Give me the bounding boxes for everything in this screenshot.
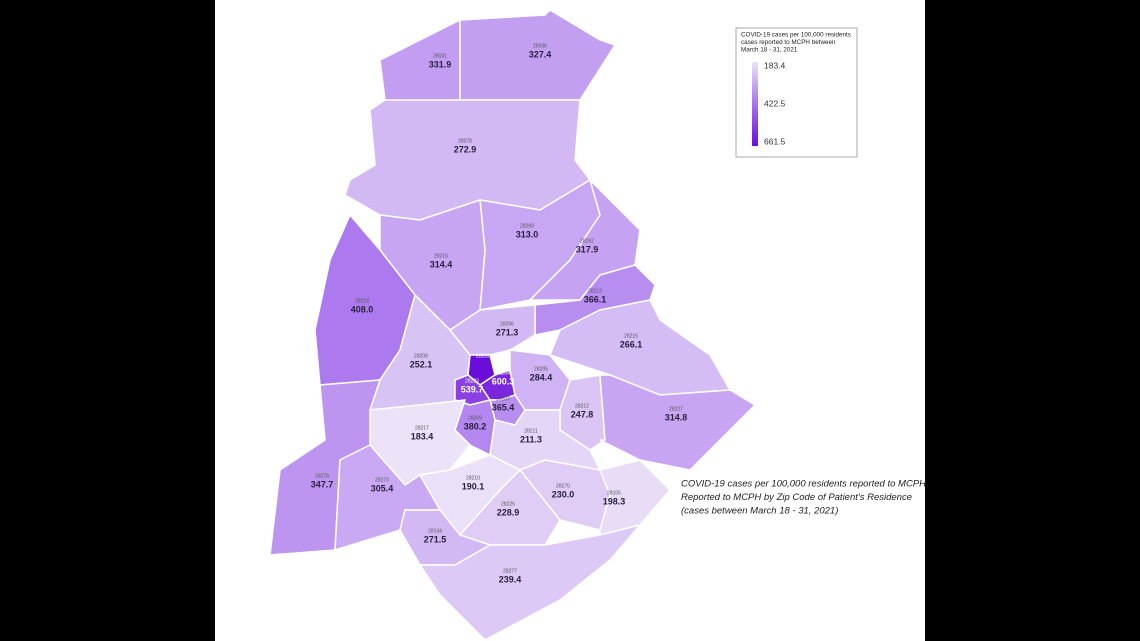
legend-title: March 18 - 31, 2021	[741, 47, 798, 54]
zip-value: 600.3	[492, 376, 515, 386]
zip-value: 266.1	[620, 339, 643, 349]
zip-value: 247.8	[571, 409, 594, 419]
regions	[269, 9, 757, 641]
zip-code: 28273	[375, 477, 389, 483]
zip-code: 28210	[466, 475, 480, 481]
zip-value: 228.9	[497, 507, 520, 517]
zip-value: 284.4	[530, 372, 553, 382]
zip-code: 28204	[496, 370, 510, 376]
caption-line: Reported to MCPH by Zip Code of Patient'…	[681, 492, 912, 503]
zip-code: 28216	[434, 253, 448, 259]
zip-code: 28203	[465, 378, 479, 384]
zip-value: 408.0	[351, 304, 374, 314]
zip-region	[418, 523, 643, 641]
caption-line: COVID-19 cases per 100,000 residents rep…	[681, 479, 926, 490]
zip-code: 28134	[428, 528, 442, 534]
zip-code: 28278	[315, 473, 329, 479]
zip-code: 28031	[433, 53, 447, 59]
zip-value: 365.4	[492, 402, 515, 412]
legend-tick-label: 183.4	[764, 60, 786, 70]
zip-code: 28202	[476, 353, 490, 359]
zip-code: 28227	[669, 406, 683, 412]
zip-value: 331.9	[429, 59, 452, 69]
zip-region	[534, 264, 656, 336]
legend-tick-label: 661.5	[764, 136, 786, 146]
zip-value: 271.5	[424, 534, 447, 544]
zip-value: 230.0	[552, 489, 575, 499]
zip-code: 28215	[624, 333, 638, 339]
zip-region	[599, 374, 757, 471]
legend-title: cases reported to MCPH between	[741, 39, 836, 46]
zip-code: 28213	[588, 288, 602, 294]
zip-value: 252.1	[410, 359, 433, 369]
zip-value: 271.3	[496, 327, 519, 337]
legend-gradient	[752, 62, 758, 146]
zip-value: 190.1	[462, 481, 485, 491]
zip-code: 28209	[468, 415, 482, 421]
zip-region	[549, 299, 732, 396]
zip-code: 28217	[415, 425, 429, 431]
zip-code: 28211	[524, 428, 538, 434]
zip-code: 28270	[556, 483, 570, 489]
zip-code: 28212	[575, 403, 589, 409]
zip-value: 198.3	[603, 496, 626, 506]
zip-code: 28105	[607, 490, 621, 496]
zip-value: 272.9	[454, 144, 477, 154]
zip-value: 539.7	[461, 384, 484, 394]
zip-value: 239.4	[499, 574, 522, 584]
zip-code: 28205	[534, 366, 548, 372]
zip-code: 28206	[500, 321, 514, 327]
zip-code: 28036	[533, 43, 547, 49]
zip-value: 314.4	[430, 259, 453, 269]
zip-value: 305.4	[371, 483, 394, 493]
zip-value: 211.3	[520, 434, 542, 444]
legend-title: COVID-19 cases per 100,000 residents	[741, 32, 851, 39]
zip-code: 28207	[496, 396, 510, 402]
legend: COVID-19 cases per 100,000 residentscase…	[741, 32, 851, 147]
zip-code: 28269	[520, 223, 534, 229]
caption-line: (cases between March 18 - 31, 2021)	[681, 506, 838, 517]
zip-value: 317.9	[576, 244, 599, 254]
zip-code: 28208	[414, 353, 428, 359]
zip-value: 366.1	[584, 294, 607, 304]
zip-value: 183.4	[411, 431, 434, 441]
zip-code: 28262	[580, 238, 594, 244]
zip-value: 314.8	[665, 412, 688, 422]
zip-code: 28226	[501, 501, 515, 507]
caption: COVID-19 cases per 100,000 residents rep…	[681, 479, 926, 517]
legend-tick-label: 422.5	[764, 98, 786, 108]
zip-value: 327.4	[529, 49, 552, 59]
zip-value: 347.7	[311, 479, 334, 489]
zip-value: 313.0	[516, 229, 539, 239]
zip-value: 380.2	[464, 421, 487, 431]
zip-code: 28277	[503, 568, 517, 574]
zip-code: 28078	[458, 138, 472, 144]
zip-code: 28214	[355, 298, 369, 304]
